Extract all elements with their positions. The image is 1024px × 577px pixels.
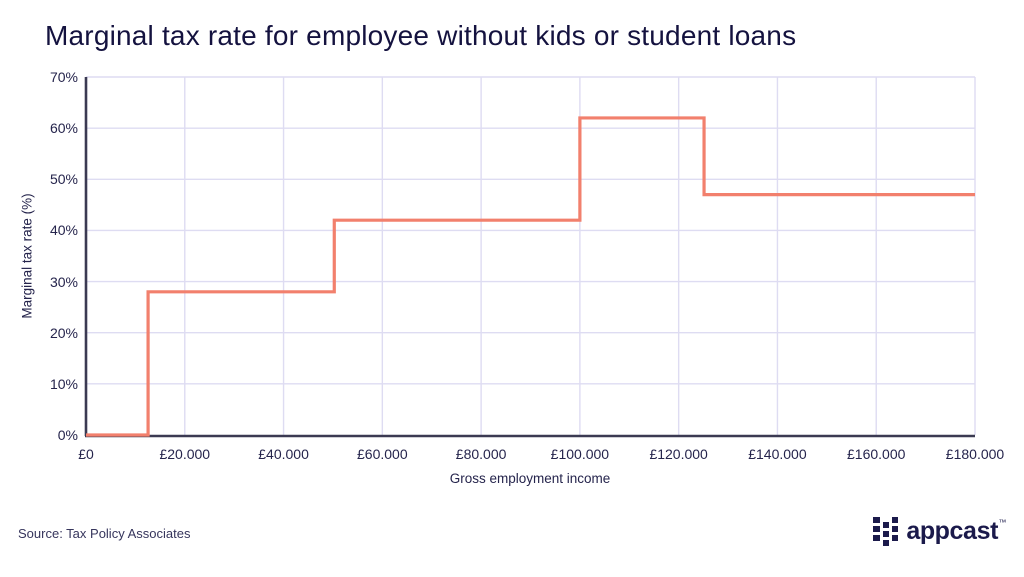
x-tick-label: £140.000 xyxy=(748,446,807,462)
x-tick-label: £100.000 xyxy=(550,446,610,462)
x-tick-label: £80.000 xyxy=(455,446,507,462)
marginal-tax-rate-line xyxy=(86,116,975,437)
x-tick-label: £60.000 xyxy=(357,446,408,462)
x-tick-label: £180.000 xyxy=(945,446,1005,462)
appcast-wordmark-text: appcast xyxy=(906,517,998,545)
y-tick-label: 20% xyxy=(49,324,78,341)
x-tick-label: £120.000 xyxy=(649,446,708,462)
x-tick-label: £0 xyxy=(78,446,94,462)
x-tick-label: £160.000 xyxy=(847,446,906,462)
appcast-wordmark: appcast ™ xyxy=(906,517,1006,546)
x-axis-title: Gross employment income xyxy=(449,471,611,486)
chart-title: Marginal tax rate for employee without k… xyxy=(45,20,797,51)
x-tick-label: £40.000 xyxy=(258,446,309,462)
y-tick-label: 40% xyxy=(49,222,78,239)
appcast-dot-grid-icon xyxy=(873,514,899,549)
y-tick-label: 60% xyxy=(49,120,78,137)
trademark-symbol: ™ xyxy=(998,518,1006,527)
y-tick-label: 0% xyxy=(57,427,78,443)
appcast-logo: appcast ™ xyxy=(873,514,1006,549)
source-note: Source: Tax Policy Associates xyxy=(18,526,191,541)
y-tick-label: 50% xyxy=(49,171,78,188)
y-tick-label: 30% xyxy=(49,273,78,290)
x-tick-label: £20.000 xyxy=(159,446,211,462)
y-tick-label: 10% xyxy=(49,375,78,392)
y-axis-title: Marginal tax rate (%) xyxy=(19,193,35,319)
y-tick-label: 70% xyxy=(49,69,78,85)
